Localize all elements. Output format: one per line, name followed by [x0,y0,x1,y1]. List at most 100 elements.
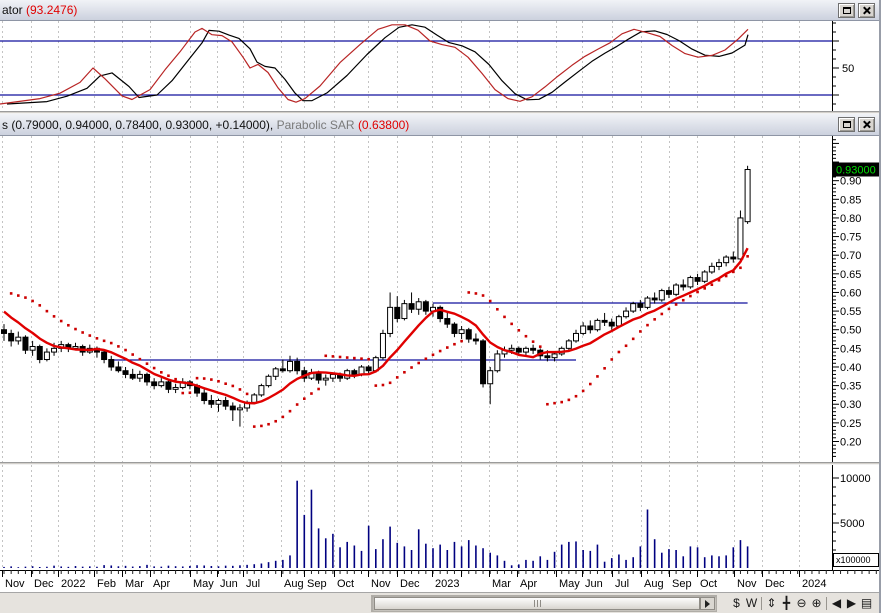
svg-text:0.60: 0.60 [840,287,861,299]
date-axis[interactable]: Nov Dec 2022 Feb Mar Apr May Jun Jul Aug Sep Oct Nov… [0,570,881,592]
svg-text:0.30: 0.30 [840,399,861,411]
oscillator-level-lines [0,40,832,96]
month-ticks: Nov Dec 2022 Feb Mar Apr May Jun Jul Aug Sep Oct Nov… [2,570,826,590]
pane-divider[interactable] [0,111,879,114]
svg-text:2022: 2022 [61,578,85,590]
maximize-icon [842,6,851,14]
close-button[interactable] [858,117,875,132]
svg-text:Jul: Jul [615,578,629,590]
svg-text:0.93000: 0.93000 [836,165,876,177]
svg-text:0.80: 0.80 [840,213,861,225]
close-icon [862,6,871,15]
zoom-out-icon[interactable]: ⊖ [796,596,807,610]
svg-text:Mar: Mar [125,578,144,590]
price-title-sar-value: (0.63800) [357,117,410,132]
month-gridlines [2,136,800,462]
indicator-title-text: ator [2,3,27,17]
svg-text:Dec: Dec [765,578,785,590]
svg-text:0.65: 0.65 [840,269,861,281]
indicator-pane-title: ator (93.2476) [0,3,838,17]
close-icon [862,120,871,129]
svg-text:Jun: Jun [220,578,238,590]
svg-text:0.25: 0.25 [840,418,861,430]
svg-text:Dec: Dec [34,578,54,590]
maximize-button[interactable] [838,2,855,18]
svg-text:10000: 10000 [840,473,871,485]
toolbar-icons: $ W ⇕ ╋ ⊖ ⊕ ◀ ▶ ▤ [729,595,874,612]
horizontal-scrollbar[interactable] [371,595,717,612]
toolbar-separator [761,597,762,610]
maximize-icon [842,121,851,128]
pane-divider[interactable] [0,462,879,465]
svg-text:2023: 2023 [435,578,459,590]
price-axis[interactable]: 0.20 0.25 0.30 0.35 0.40 0.45 0.50 0.55 0.60 0.65… [832,136,861,462]
volume-bars [3,480,749,568]
price-pane-titlebar[interactable]: s (0.79000, 0.94000, 0.78400, 0.93000, +… [0,114,879,136]
svg-text:Nov: Nov [5,578,25,590]
scrollbar-grip [539,600,541,607]
close-button[interactable] [858,2,875,18]
svg-text:Jul: Jul [246,578,260,590]
svg-text:Nov: Nov [737,578,757,590]
pan-icon[interactable]: ╋ [782,596,791,610]
moving-average-line [3,247,749,405]
svg-text:May: May [193,578,214,590]
price-plot-bg [0,136,879,462]
month-gridlines [2,21,800,111]
svg-text:2024: 2024 [802,578,826,590]
scroll-left-icon[interactable]: ◀ [831,596,842,610]
svg-text:0.85: 0.85 [840,194,861,206]
indicator-title-value: (93.2476) [26,3,78,17]
svg-text:5000: 5000 [840,518,864,530]
parabolic-sar-dots [9,255,749,428]
page-icon[interactable]: ▤ [860,596,873,610]
indicator-plot-bg [0,21,879,111]
scrollbar-grip [533,600,535,607]
scroll-right-arrow-button[interactable] [700,597,715,610]
scroll-right-icon[interactable]: ▶ [846,596,857,610]
indicator-plot[interactable]: 50 [0,21,881,111]
svg-text:Apr: Apr [153,578,170,590]
svg-text:Apr: Apr [520,578,537,590]
svg-text:0.35: 0.35 [840,381,861,393]
oscillator-signal-line [6,24,749,105]
scrollbar-thumb[interactable] [374,597,700,610]
svg-text:Mar: Mar [492,578,511,590]
volume-plot[interactable]: 5000 10000 x100000 [0,465,881,570]
volume-axis[interactable]: 5000 10000 x100000 [832,465,879,570]
svg-text:Sep: Sep [307,578,327,590]
svg-text:Sep: Sep [672,578,692,590]
svg-text:0.40: 0.40 [840,362,861,374]
oscillator-axis[interactable]: 50 [832,21,854,111]
weekly-ticks [3,570,877,574]
last-price-marker: 0.93000 [833,162,879,177]
bottom-toolbar: $ W ⇕ ╋ ⊖ ⊕ ◀ ▶ ▤ [0,592,879,613]
volume-scale-box [833,553,879,567]
svg-text:0.55: 0.55 [840,306,861,318]
svg-text:0.75: 0.75 [840,232,861,244]
indicator-pane-titlebar[interactable]: ator (93.2476) [0,0,879,21]
price-title-ohlc: s (0.79000, 0.94000, 0.78400, 0.93000, +… [2,117,277,132]
expand-vertical-icon[interactable]: ⇕ [766,596,777,610]
svg-text:50: 50 [842,63,854,75]
zoom-in-icon[interactable]: ⊕ [811,596,822,610]
svg-text:Oct: Oct [337,578,354,590]
svg-text:0.70: 0.70 [840,250,861,262]
svg-text:Dec: Dec [400,578,420,590]
svg-text:x100000: x100000 [836,555,871,565]
svg-text:0.50: 0.50 [840,325,861,337]
date-axis-bg [0,570,879,592]
scaling-icon[interactable]: $ [733,596,740,610]
scrollbar-grip [536,600,538,607]
window-buttons [838,117,879,132]
svg-text:0.90: 0.90 [840,176,861,188]
candles [1,165,751,427]
price-plot[interactable]: 0.20 0.25 0.30 0.35 0.40 0.45 0.50 0.55 0.60 0.65… [0,136,881,462]
price-title-indicator-name: Parabolic SAR [276,117,358,132]
weekly-periodicity-button[interactable]: W [745,596,758,610]
maximize-button[interactable] [838,117,855,132]
svg-text:0.20: 0.20 [840,437,861,449]
svg-text:Jun: Jun [585,578,603,590]
svg-text:May: May [559,578,580,590]
